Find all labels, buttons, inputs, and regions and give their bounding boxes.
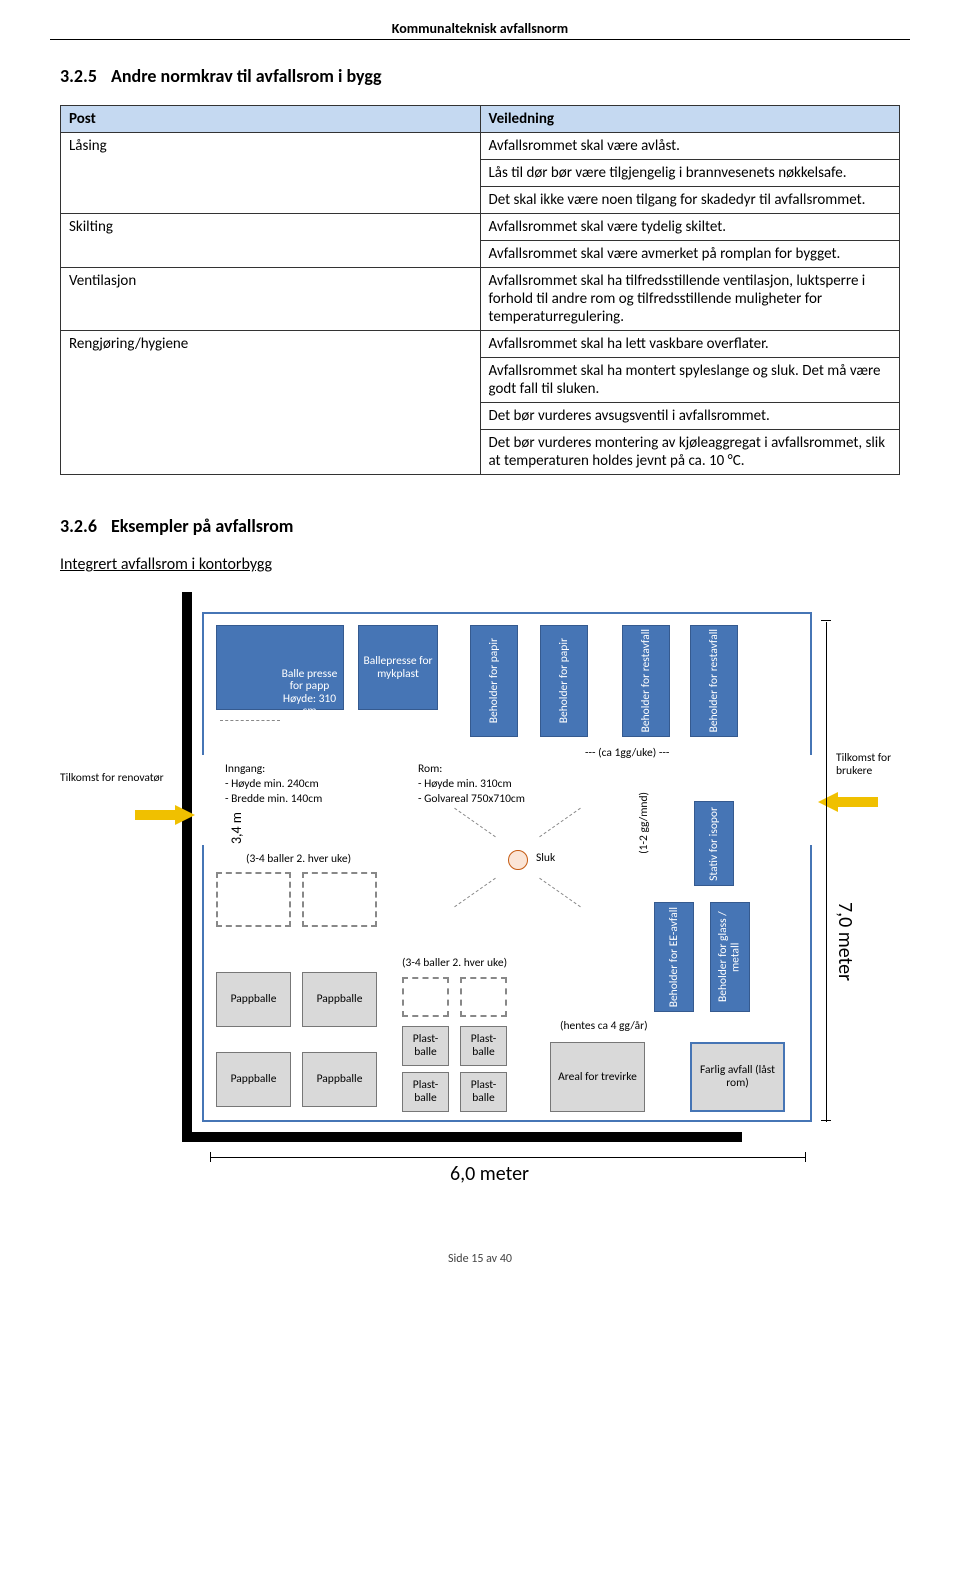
th-veiledning: Veiledning — [480, 106, 900, 133]
beholder-restavfall-1: Beholder for restavfall — [622, 625, 670, 737]
td-post: Ventilasjon — [61, 268, 481, 331]
td-post: Låsing — [61, 133, 481, 214]
34m-label: 3,4 m — [228, 812, 245, 844]
dim-height-label: 7,0 meter — [833, 902, 857, 981]
pappballe: Pappballe — [302, 972, 377, 1027]
note-hentes: (hentes ca 4 gg/år) — [560, 1020, 710, 1033]
section-325-heading: 3.2.5 Andre normkrav til avfallsrom i byg… — [60, 65, 900, 87]
td-cell: Lås til dør bør være tilgjengelig i bran… — [480, 160, 900, 187]
dashed-bale — [302, 872, 377, 927]
beholder-ee: Beholder for EE-avfall — [654, 902, 694, 1012]
dim-height-line — [826, 622, 827, 1122]
doc-title: Kommunalteknisk avfallsnorm — [50, 20, 910, 40]
note-34baller-2: (3-4 baller 2. hver uke) — [402, 957, 562, 970]
th-post: Post — [61, 106, 481, 133]
td-cell: Avfallsrommet skal være avmerket på romp… — [480, 241, 900, 268]
door-gap-left — [200, 755, 206, 845]
dim-width-line — [210, 1157, 805, 1158]
pappballe: Pappballe — [302, 1052, 377, 1107]
arrow-out-shaft — [838, 797, 878, 807]
tilkomst-renovator-label: Tilkomst for renovatør — [60, 772, 170, 785]
ballepresse-mykplast: Ballepresse for mykplast — [358, 625, 438, 710]
td-cell: Avfallsrommet skal være tydelig skiltet. — [480, 214, 900, 241]
section-325-num: 3.2.5 — [60, 65, 97, 87]
dashed-bale — [216, 872, 291, 927]
arrow-in-shaft — [135, 810, 175, 820]
section-325-title: Andre normkrav til avfallsrom i bygg — [111, 65, 382, 87]
td-cell: Det bør vurderes montering av kjøleaggre… — [480, 430, 900, 475]
stativ-isopor: Stativ for isopor — [694, 801, 734, 886]
beholder-papir-1: Beholder for papir — [470, 625, 518, 737]
ballepresse-papp: Balle presse for papp Høyde: 310 cm — [216, 625, 344, 710]
note-1gguke: --- (ca 1gg/uke) --- — [585, 747, 725, 760]
arrow-in-head — [175, 805, 195, 825]
plastballe: Plast-balle — [402, 1026, 449, 1066]
note-12ggmnd: (1-2 gg/mnd) — [638, 792, 651, 854]
wall-bottom — [182, 1132, 742, 1142]
dim-width-label: 6,0 meter — [450, 1162, 529, 1186]
plastballe: Plast-balle — [460, 1026, 507, 1066]
beholder-papir-2: Beholder for papir — [540, 625, 588, 737]
note-34baller-1: (3-4 baller 2. hver uke) — [246, 853, 406, 866]
areal-trevirke: Areal for trevirke — [550, 1042, 645, 1112]
td-cell: Avfallsrommet skal ha lett vaskbare over… — [480, 331, 900, 358]
farlig-avfall: Farlig avfall (låst rom) — [690, 1042, 785, 1112]
td-cell: Avfallsrommet skal ha tilfredsstillende … — [480, 268, 900, 331]
dim-tick — [821, 1120, 831, 1121]
arrow-out-head — [818, 792, 838, 812]
section-326-num: 3.2.6 — [60, 515, 97, 537]
plastballe: Plast-balle — [460, 1072, 507, 1112]
sluk-circle — [508, 850, 528, 870]
wall-left — [182, 592, 192, 1142]
pappballe: Pappballe — [216, 972, 291, 1027]
page-footer: Side 15 av 40 — [60, 1252, 900, 1266]
section-326-heading: 3.2.6 Eksempler på avfallsrom — [60, 515, 900, 537]
pappballe: Pappballe — [216, 1052, 291, 1107]
beholder-glass: Beholder for glass / metall — [710, 902, 750, 1012]
plastballe: Plast-balle — [402, 1072, 449, 1112]
section-326-title: Eksempler på avfallsrom — [111, 515, 293, 537]
td-cell: Avfallsrommet skal være avlåst. — [480, 133, 900, 160]
dashed-plast — [460, 977, 507, 1017]
floorplan-diagram: Balle presse for papp Høyde: 310 cm Ball… — [30, 592, 930, 1212]
td-post: Skilting — [61, 214, 481, 268]
beholder-restavfall-2: Beholder for restavfall — [690, 625, 738, 737]
dashed-plast — [402, 977, 449, 1017]
sluk-label: Sluk — [536, 852, 555, 865]
dim-tick — [805, 1152, 806, 1162]
section-326-sub: Integrert avfallsrom i kontorbygg — [60, 555, 900, 574]
norm-table: Post Veiledning Låsing Avfallsrommet ska… — [60, 105, 900, 475]
td-post: Rengjøring/hygiene — [61, 331, 481, 475]
td-cell: Det bør vurderes avsugsventil i avfallsr… — [480, 403, 900, 430]
tilkomst-brukere-label: Tilkomst for brukere — [836, 752, 916, 777]
td-cell: Det skal ikke være noen tilgang for skad… — [480, 187, 900, 214]
rom-text: Rom: - Høyde min. 310cm - Golvareal 750x… — [418, 762, 598, 792]
door-gap-right — [808, 755, 814, 845]
td-cell: Avfallsrommet skal ha montert spyleslang… — [480, 358, 900, 403]
dash-top — [220, 720, 280, 721]
dim-tick — [210, 1152, 211, 1162]
inngang-text: Inngang: - Høyde min. 240cm - Bredde min… — [225, 762, 385, 792]
dim-tick — [821, 620, 831, 621]
